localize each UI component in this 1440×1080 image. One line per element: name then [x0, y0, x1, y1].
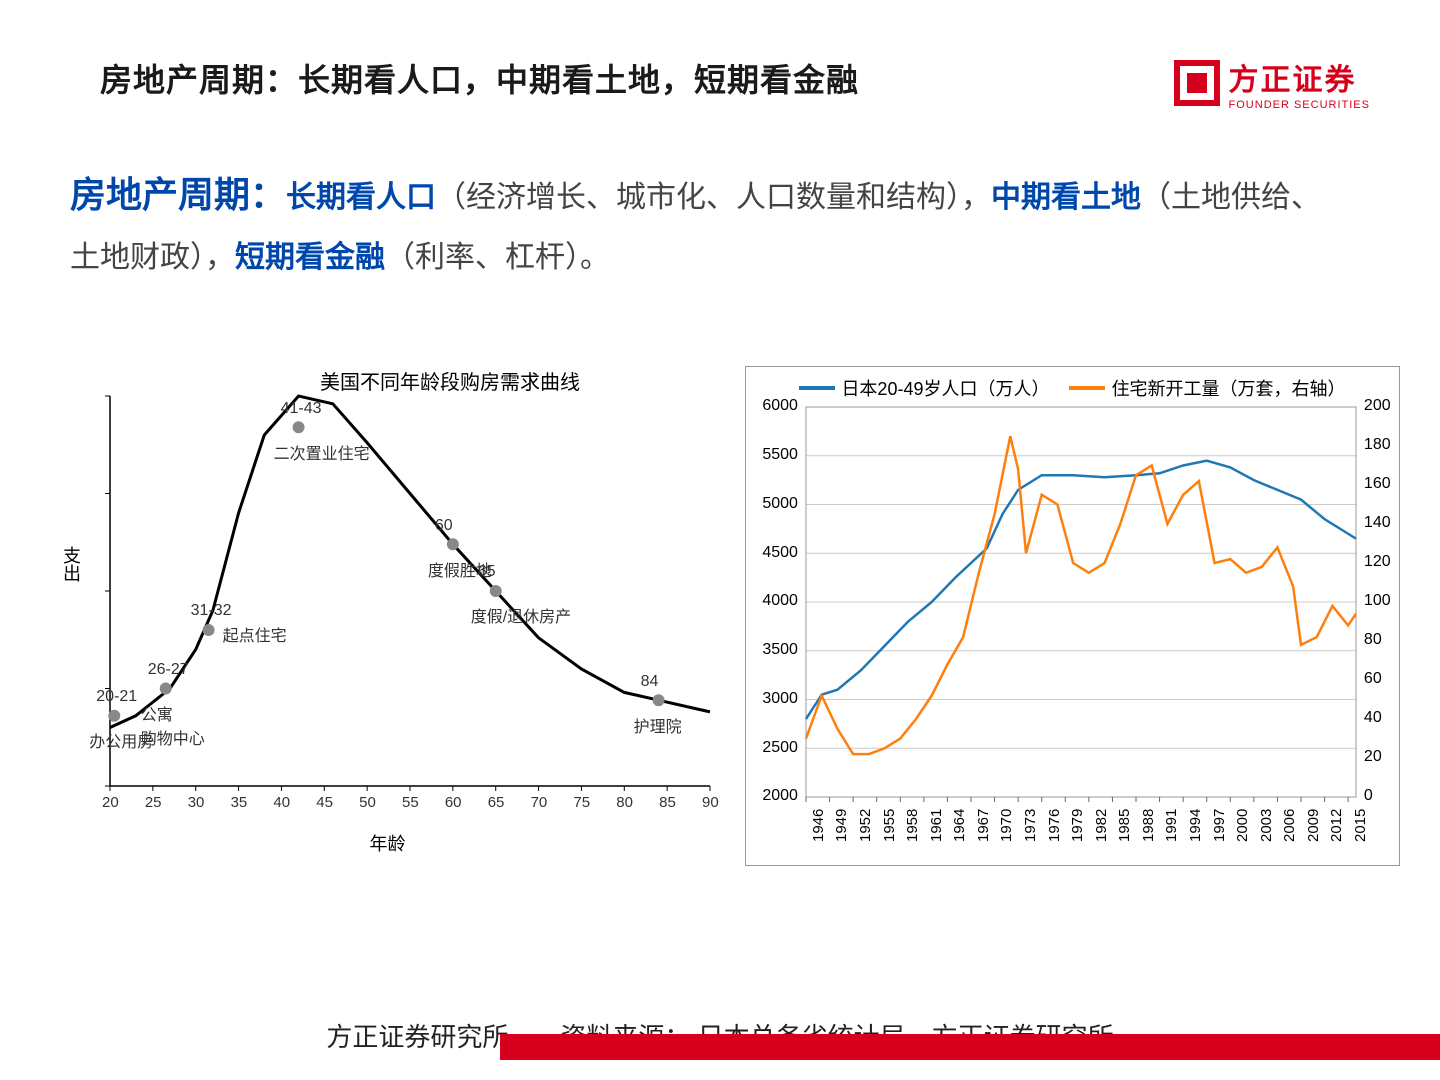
x-tick-year: 1982 [1093, 809, 1110, 842]
x-tick: 70 [531, 794, 548, 811]
chart-left-xlabel: 年龄 [369, 830, 405, 856]
x-tick-year: 1991 [1163, 809, 1180, 842]
y1-tick: 2500 [748, 739, 798, 757]
x-tick-year: 1973 [1022, 809, 1039, 842]
subtitle-bold-2: 中期看土地 [991, 181, 1141, 214]
subtitle-bold-1: 长期看人口 [286, 181, 436, 214]
x-tick-year: 2015 [1352, 809, 1369, 842]
subtitle-text-3: （利率、杠杆）。 [385, 241, 610, 274]
chart-japan-population-housing: 日本20-49岁人口（万人） 住宅新开工量（万套，右轴） 20002500300… [745, 366, 1400, 866]
x-tick-year: 1988 [1140, 809, 1157, 842]
x-tick-year: 1964 [951, 809, 968, 842]
x-tick-year: 2000 [1234, 809, 1251, 842]
y2-tick: 180 [1364, 436, 1404, 454]
y1-tick: 5000 [748, 495, 798, 513]
subtitle-bold-3: 短期看金融 [235, 241, 385, 274]
point-desc: 公寓 购物中心 [141, 701, 205, 749]
x-tick-year: 1994 [1187, 809, 1204, 842]
point-label: 65 [478, 563, 496, 581]
x-tick-year: 1961 [928, 809, 945, 842]
x-tick: 90 [702, 794, 719, 811]
y2-tick: 40 [1364, 709, 1404, 727]
y2-tick: 60 [1364, 670, 1404, 688]
x-tick: 35 [231, 794, 248, 811]
x-tick-year: 1955 [881, 809, 898, 842]
y2-tick: 200 [1364, 397, 1404, 415]
x-tick-year: 1997 [1211, 809, 1228, 842]
footer-red-bar [500, 1034, 1440, 1060]
x-tick-year: 1979 [1069, 809, 1086, 842]
chart-us-housing-demand: 美国不同年龄段购房需求曲线 支出 年龄 20253035404550556065… [50, 366, 725, 866]
chart-left-svg [50, 376, 730, 846]
y2-tick: 100 [1364, 592, 1404, 610]
chart-right-svg [746, 397, 1406, 867]
point-desc: 起点住宅 [223, 622, 287, 646]
logo-text-en: FOUNDER SECURITIES [1229, 99, 1370, 111]
point-label: 60 [435, 517, 453, 535]
point-label: 84 [641, 673, 659, 691]
point-label: 20-21 [96, 688, 137, 706]
x-tick-year: 1946 [810, 809, 827, 842]
brand-logo: 方正证券 FOUNDER SECURITIES [1173, 55, 1370, 111]
y1-tick: 5500 [748, 446, 798, 464]
x-tick: 40 [273, 794, 290, 811]
x-tick: 80 [616, 794, 633, 811]
point-label: 41-43 [281, 400, 322, 418]
x-tick: 30 [188, 794, 205, 811]
y1-tick: 3000 [748, 690, 798, 708]
x-tick: 60 [445, 794, 462, 811]
subtitle-paragraph: 房地产周期：长期看人口（经济增长、城市化、人口数量和结构），中期看土地（土地供给… [0, 111, 1440, 286]
x-tick: 50 [359, 794, 376, 811]
point-label: 31-32 [191, 602, 232, 620]
y1-tick: 2000 [748, 787, 798, 805]
subtitle-lead: 房地产周期： [70, 174, 286, 215]
x-tick-year: 1985 [1116, 809, 1133, 842]
x-tick-year: 2006 [1281, 809, 1298, 842]
y1-tick: 4500 [748, 544, 798, 562]
x-tick: 45 [316, 794, 333, 811]
y2-tick: 140 [1364, 514, 1404, 532]
point-desc: 度假/退休房产 [471, 603, 571, 627]
y2-tick: 80 [1364, 631, 1404, 649]
x-tick: 65 [488, 794, 505, 811]
x-tick: 20 [102, 794, 119, 811]
x-tick: 85 [659, 794, 676, 811]
point-label: 26-27 [148, 661, 189, 679]
x-tick: 75 [573, 794, 590, 811]
x-tick-year: 1970 [998, 809, 1015, 842]
x-tick-year: 1967 [975, 809, 992, 842]
logo-text-cn: 方正证券 [1229, 55, 1370, 99]
x-tick-year: 1952 [857, 809, 874, 842]
x-tick-year: 1976 [1046, 809, 1063, 842]
page-title: 房地产周期：长期看人口，中期看土地，短期看金融 [100, 55, 859, 101]
y1-tick: 3500 [748, 641, 798, 659]
y2-tick: 20 [1364, 748, 1404, 766]
point-desc: 护理院 [634, 713, 682, 737]
x-tick-year: 2009 [1305, 809, 1322, 842]
footer: 方正证券研究所 资料来源： 日本总务省统计局，方正证券研究所 [0, 1017, 1440, 1060]
point-desc: 二次置业住宅 [274, 440, 370, 464]
y1-tick: 6000 [748, 397, 798, 415]
subtitle-text-1: （经济增长、城市化、人口数量和结构）， [436, 181, 991, 214]
x-tick-year: 2012 [1328, 809, 1345, 842]
header: 房地产周期：长期看人口，中期看土地，短期看金融 方正证券 FOUNDER SEC… [0, 0, 1440, 111]
y2-tick: 120 [1364, 553, 1404, 571]
founder-logo-icon [1173, 59, 1221, 107]
y2-tick: 160 [1364, 475, 1404, 493]
x-tick-year: 1958 [904, 809, 921, 842]
x-tick-year: 2003 [1258, 809, 1275, 842]
y2-tick: 0 [1364, 787, 1404, 805]
x-tick: 55 [402, 794, 419, 811]
x-tick-year: 1949 [833, 809, 850, 842]
charts-row: 美国不同年龄段购房需求曲线 支出 年龄 20253035404550556065… [0, 286, 1440, 866]
x-tick: 25 [145, 794, 162, 811]
y1-tick: 4000 [748, 592, 798, 610]
